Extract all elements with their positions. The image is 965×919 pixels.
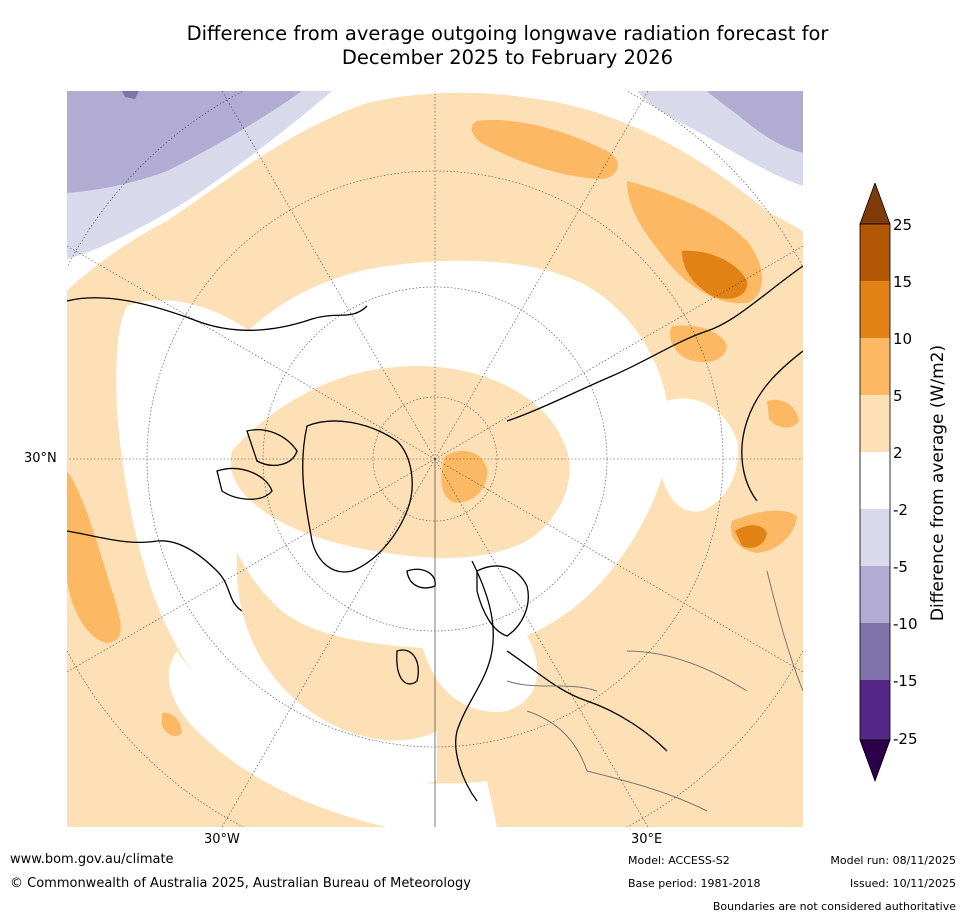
colorbar-tick-10: 10 (893, 330, 913, 348)
colorbar-bin-m25-m15 (860, 680, 890, 740)
footer-model-run: Model run: 08/11/2025 (830, 854, 956, 867)
colorbar-tick-m15: -15 (893, 672, 918, 690)
coast-russia-arctic (506, 265, 803, 422)
footer-base-period: Base period: 1981-2018 (628, 877, 761, 890)
title-line-2: December 2025 to February 2026 (341, 46, 674, 69)
colorbar-extend-high (859, 183, 891, 225)
footer-website: www.bom.gov.au/climate (10, 852, 174, 867)
colorbar-tick-m5: -5 (893, 558, 908, 576)
colorbar-tick-5: 5 (893, 387, 903, 405)
colorbar (859, 183, 891, 783)
anomaly-negative-mid-nw (67, 91, 302, 193)
anomaly-negative-dark-nw (122, 91, 139, 99)
anomaly-positive-10-15-himalaya (735, 525, 767, 548)
map-canvas (67, 91, 803, 827)
coast-iceland (406, 568, 436, 589)
colorbar-tick-15: 15 (893, 273, 913, 291)
colorbar-tick-2: 2 (893, 444, 903, 462)
colorbar-bin-15-25 (860, 224, 890, 281)
coast-east-asia (741, 350, 803, 502)
colorbar-bin-m5-m2 (860, 509, 890, 566)
colorbar-bin-m15-m10 (860, 623, 890, 680)
colorbar-bin-5-10 (860, 338, 890, 395)
lat-label-30n: 30°N (24, 451, 57, 466)
colorbar-title: Difference from average (W/m2) (928, 344, 948, 622)
colorbar-bin-m10-m5 (860, 566, 890, 623)
country-borders (506, 570, 803, 812)
footer-issued: Issued: 10/11/2025 (849, 877, 956, 890)
coast-greenland (302, 420, 413, 573)
map-title: Difference from average outgoing longwav… (60, 22, 955, 70)
lon-label-30w: 30°W (204, 832, 240, 847)
coast-british-isles (396, 649, 419, 685)
colorbar-tick-25: 25 (893, 216, 913, 234)
footer-disclaimer: Boundaries are not considered authoritat… (712, 900, 956, 913)
anomaly-positive-5-10-central-asia (670, 325, 727, 363)
anomaly-positive-5-10-east-patch (767, 399, 799, 428)
graticule (67, 91, 803, 827)
colorbar-tick-m2: -2 (893, 501, 908, 519)
near-average-siberia-patch (658, 398, 738, 512)
coast-arctic-canada (216, 429, 298, 500)
anomaly-positive-2-5-arctic (230, 366, 570, 558)
anomaly-positive-5-10-south-patch (162, 712, 182, 737)
footer-copyright: © Commonwealth of Australia 2025, Austra… (10, 876, 471, 891)
title-line-1: Difference from average outgoing longwav… (186, 22, 829, 45)
polar-map (67, 91, 803, 827)
colorbar-tick-m25: -25 (893, 730, 918, 748)
colorbar-extend-low (859, 739, 891, 783)
footer-model: Model: ACCESS-S2 (628, 854, 730, 867)
near-average-atlantic (417, 580, 538, 712)
coast-north-america (67, 297, 368, 612)
anomaly-positive-5-10-north-pacific (471, 120, 618, 180)
lon-label-30e: 30°E (631, 832, 663, 847)
anomaly-positive-5-10-atlantic (67, 471, 121, 643)
colorbar-bin-2-5 (860, 395, 890, 452)
near-average-pacific (116, 300, 437, 785)
coast-europe (455, 560, 668, 802)
colorbar-bin-m2-2 (860, 452, 890, 509)
near-average-south-arc (168, 651, 497, 827)
colorbar-tick-m10: -10 (893, 615, 918, 633)
anomaly-negative-mid-ne (707, 91, 803, 153)
coastlines (67, 265, 803, 802)
colorbar-frame (859, 223, 891, 741)
anomaly-positive-10-15-east-asia (682, 250, 748, 299)
colorbar-bin-10-15 (860, 281, 890, 338)
coast-scandinavia (476, 565, 529, 637)
